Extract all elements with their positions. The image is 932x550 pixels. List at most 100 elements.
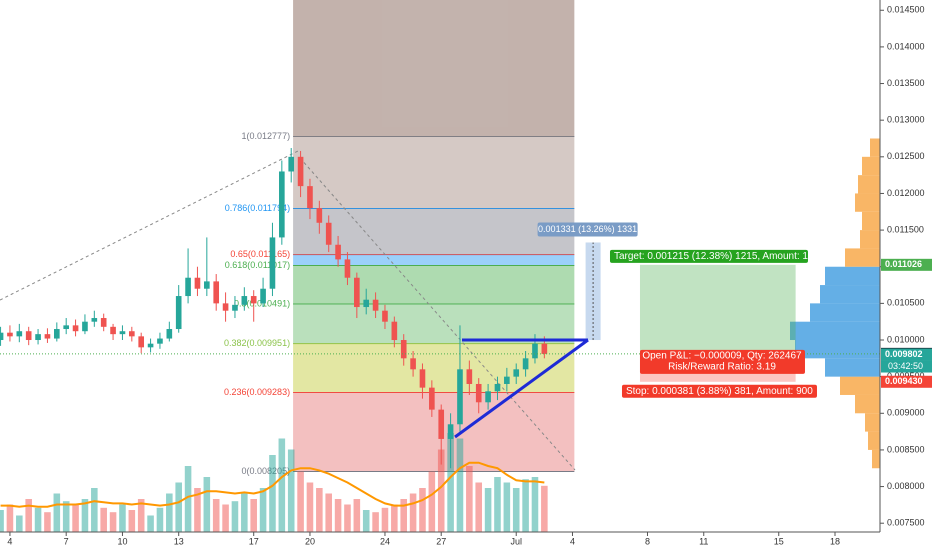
candle-body [410,358,416,370]
x-tick-label: Jul [510,536,522,546]
y-tick-label: 0.007500 [887,518,925,528]
volume-bar [484,488,492,532]
profile-bar [862,156,880,176]
candle-body [297,156,304,187]
volume-bar [353,499,361,532]
candle-body [16,331,23,337]
pnl-label: Open P&L: −0.000009, Qty: 262467 [642,351,802,362]
fib-label: 0(0.008205) [242,466,291,476]
candle-body [82,321,88,332]
volume-bar [241,493,248,532]
volume-bar [494,477,501,532]
candle-body [119,331,126,335]
trend-line [0,149,301,301]
fib-band [293,136,575,209]
candle-body [157,338,163,344]
x-tick-label: 24 [380,536,390,546]
candle-body [419,369,426,388]
profile-bar [790,321,880,341]
volume-bar [62,501,70,532]
y-tick-label: 0.010500 [887,298,925,308]
volume-bar [297,471,304,532]
volume-bar [419,488,426,532]
volume-bar [541,485,548,532]
candle-body [335,244,341,260]
candle-body [429,387,435,410]
volume-bar [362,510,370,532]
volume-bar [175,482,182,532]
volume-bar [503,482,511,532]
y-tick-label: 0.008000 [887,481,925,491]
volume-bar [212,499,220,532]
volume-bar [306,482,314,532]
profile-bar [865,413,880,432]
measure-label: 0.001331 (13.26%) 1331 [538,224,637,234]
volume-bar [522,479,529,532]
fib-label: 0.786(0.011794) [225,203,290,213]
candle-body [382,310,388,322]
target-label: Target: 0.001215 (12.38%) 1215, Amount: … [614,251,833,262]
volume-bar [391,504,398,532]
volume-bar [44,512,51,532]
candle-body [72,325,79,332]
profile-bar [810,303,880,322]
candle-body [166,329,173,339]
price-label: 0.009802 [885,349,923,359]
rr-label: Risk/Reward Ratio: 3.19 [668,362,776,373]
volume-bar [137,499,145,532]
candle-body [363,299,370,308]
profile-bar [860,230,880,249]
price-label: 0.011026 [885,259,922,269]
candle-body [457,369,463,425]
volume-bar [34,507,42,532]
fib-label: 0.5(0.010491) [234,298,290,308]
x-tick-label: 17 [249,536,259,546]
volume-bar [456,438,464,532]
fib-band [293,254,575,266]
profile-bar [855,193,880,212]
volume-bar [447,433,454,532]
x-tick-label: 18 [830,536,840,546]
candle-body [175,296,182,330]
profile-bar [825,358,880,377]
volume-bar [269,455,276,532]
candle-body [194,277,201,289]
fib-label: 0.382(0.009951) [224,338,290,348]
y-tick-label: 0.009000 [887,408,925,418]
y-tick-label: 0.008500 [887,444,925,454]
candle-body [279,171,285,238]
candle-body [185,277,191,297]
volume-bar [344,504,351,532]
volume-bar [231,501,239,532]
candle-body [138,336,145,348]
volume-bar [381,507,389,532]
y-tick-label: 0.011500 [887,224,924,234]
volume-bar [287,449,295,532]
x-tick-label: 15 [774,536,784,546]
candle-body [110,326,116,335]
volume-bar [184,466,192,532]
y-tick-label: 0.013000 [887,115,925,125]
volume-bar [6,504,14,532]
candle-body [307,186,313,209]
volume-bar [0,510,4,532]
volume-bar [100,507,107,532]
volume-bar [466,466,473,532]
candle-body [147,343,154,348]
candle-body [466,369,473,384]
volume-bar [278,438,286,532]
candle-body [475,383,482,403]
profile-bar [870,138,880,157]
candle-body [204,281,210,289]
profile-bar [862,211,880,231]
fib-label: 0.65(0.011165) [230,249,290,259]
label-box [537,222,638,237]
y-tick-label: 0.012000 [887,188,925,198]
volume-bar [250,499,257,532]
volume-bar [475,482,483,532]
x-tick-label: 7 [64,536,69,546]
candle-body [269,237,276,289]
triangle-line [454,338,589,439]
candle-body [241,296,248,305]
